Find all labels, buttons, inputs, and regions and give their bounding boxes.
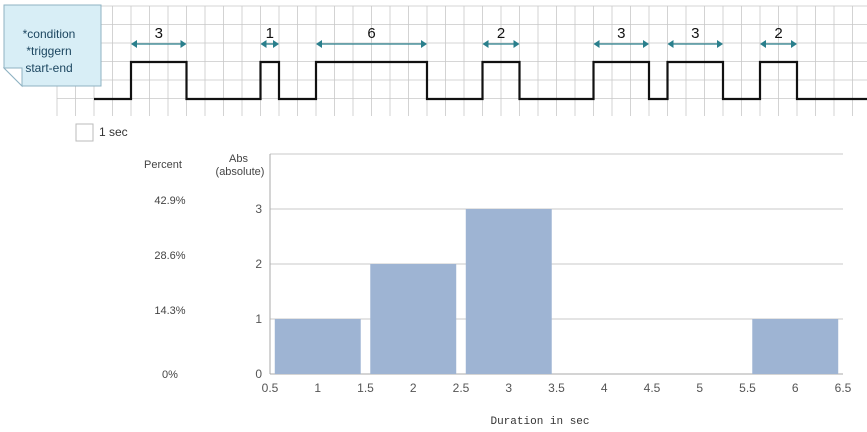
percent-tick-label: 14.3% xyxy=(154,305,185,317)
x-tick-label: 2 xyxy=(410,381,417,395)
scale-legend: 1 sec xyxy=(75,123,128,142)
duration-label: 3 xyxy=(155,25,163,42)
duration-arrow-head-right xyxy=(273,40,279,48)
x-tick-label: 0.5 xyxy=(262,381,279,395)
percent-axis-label: Percent xyxy=(144,159,182,171)
condition-note: *condition *triggern start-end xyxy=(2,4,102,88)
y-axis-label-line-1: Abs xyxy=(229,153,248,165)
histogram-bar xyxy=(465,209,552,374)
x-tick-label: 6.5 xyxy=(835,381,852,395)
duration-label: 6 xyxy=(367,25,375,42)
x-tick-label: 5.5 xyxy=(739,381,756,395)
scale-box xyxy=(75,123,94,142)
x-tick-label: 1.5 xyxy=(357,381,374,395)
duration-arrow-head-left xyxy=(131,40,137,48)
signal-waveform xyxy=(94,60,867,101)
y-axis-label: Abs (absolute) xyxy=(216,153,265,178)
duration-arrow-head-right xyxy=(421,40,427,48)
y-tick-label: 1 xyxy=(255,312,262,326)
chart-gridlines xyxy=(270,153,843,320)
duration-label: 2 xyxy=(497,25,505,42)
y-axis-label-line-2: (absolute) xyxy=(216,166,265,178)
x-tick-label: 1 xyxy=(314,381,321,395)
duration-label: 2 xyxy=(774,25,782,42)
x-tick-label: 4 xyxy=(601,381,608,395)
percent-tick-labels: 0% 14.3% 28.6% 42.9% xyxy=(154,195,185,381)
duration-arrow-head-right xyxy=(791,40,797,48)
duration-arrow-head-left xyxy=(593,40,600,48)
scale-label: 1 sec xyxy=(99,125,128,139)
note-line-3: start-end xyxy=(25,61,72,75)
duration-arrow-head-right xyxy=(513,40,520,48)
x-tick-label: 3.5 xyxy=(548,381,565,395)
percent-tick-label: 28.6% xyxy=(154,250,185,262)
duration-arrow-head-left xyxy=(667,40,674,48)
y-tick-label: 0 xyxy=(255,367,262,381)
note-box xyxy=(3,4,102,87)
duration-arrow-head-left xyxy=(260,40,267,48)
duration-arrow-head-left xyxy=(316,40,322,48)
duration-arrows: 3 1 6 2 3 3 2 xyxy=(131,25,797,48)
x-tick-label: 5 xyxy=(696,381,703,395)
x-axis-label: Duration in sec xyxy=(490,416,589,428)
x-tick-labels: 0.5 1 1.5 2 2.5 3 3.5 4 4.5 5 5.5 6 6.5 xyxy=(262,381,852,395)
trigger-timeline: 3 1 6 2 3 3 2 *condition *triggern start-end 1… xyxy=(2,4,867,142)
y-tick-labels: 0 1 2 3 xyxy=(255,202,262,381)
x-tick-label: 6 xyxy=(792,381,799,395)
histogram-bar xyxy=(370,264,457,374)
duration-arrow-head-right xyxy=(717,40,723,48)
duration-arrow-head-left xyxy=(760,40,766,48)
histogram-bar xyxy=(752,319,839,374)
note-fold xyxy=(2,67,23,88)
note-line-1: *condition xyxy=(23,27,76,41)
note-line-2: *triggern xyxy=(26,44,71,58)
duration-arrow-head-right xyxy=(643,40,649,48)
duration-label: 3 xyxy=(691,25,699,42)
histogram-bar xyxy=(274,319,361,374)
y-tick-label: 3 xyxy=(255,202,262,216)
percent-tick-label: 42.9% xyxy=(154,195,185,207)
duration-label: 3 xyxy=(617,25,625,42)
x-tick-label: 4.5 xyxy=(644,381,661,395)
duration-arrow-head-left xyxy=(482,40,489,48)
percent-tick-label: 0% xyxy=(162,369,178,381)
duration-arrow-head-right xyxy=(180,40,187,48)
duration-histogram: 0 1 2 3 0% 14.3% 28.6% 42.9% 0.5 1 1.5 2 2.5 3 3.5 4 4… xyxy=(144,153,852,428)
duration-label: 1 xyxy=(266,25,274,42)
x-tick-label: 3 xyxy=(505,381,512,395)
bar-series xyxy=(274,209,839,374)
x-tick-label: 2.5 xyxy=(453,381,470,395)
y-tick-label: 2 xyxy=(255,257,262,271)
